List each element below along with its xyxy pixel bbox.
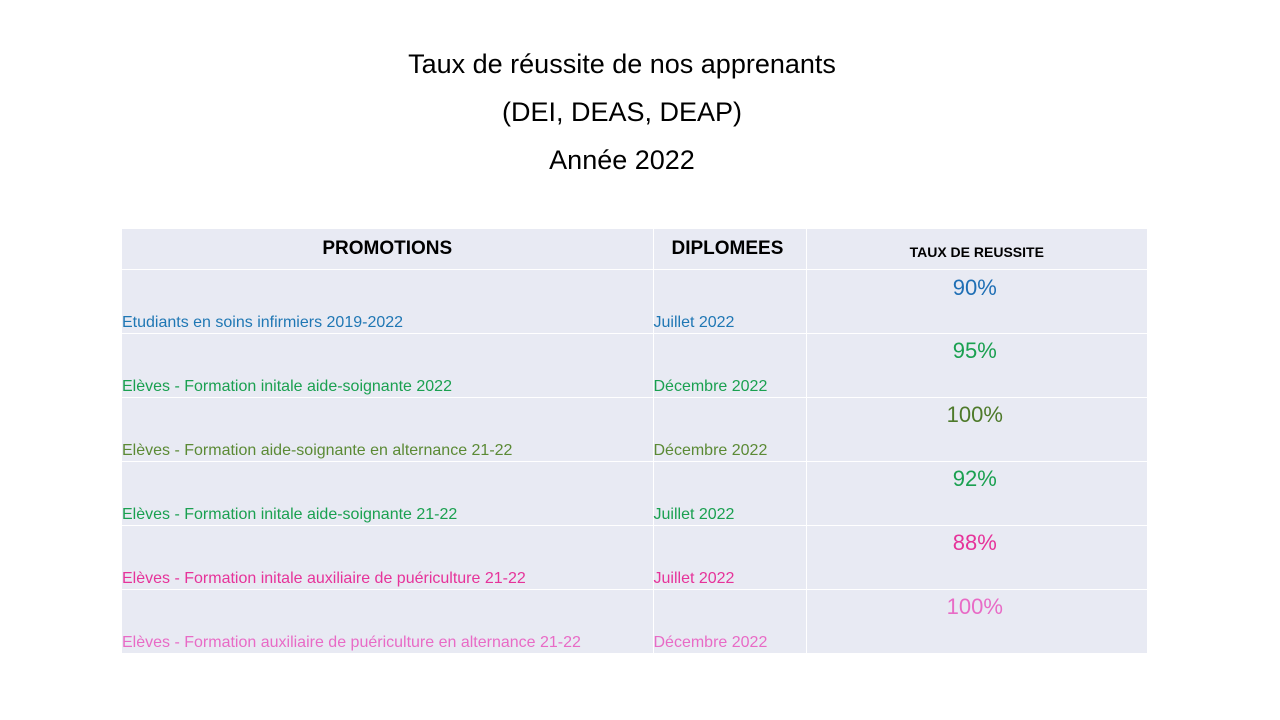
title-line-3: Année 2022 bbox=[549, 145, 695, 175]
taux-cell: 90% bbox=[806, 269, 1147, 334]
taux-cell: 100% bbox=[806, 397, 1147, 462]
diplomees-cell: Décembre 2022 bbox=[653, 589, 807, 654]
table-row: Etudiants en soins infirmiers 2019-2022 … bbox=[122, 269, 1147, 334]
promotion-cell: Elèves - Formation initale aide-soignant… bbox=[122, 333, 654, 398]
diplomees-cell: Juillet 2022 bbox=[653, 269, 807, 334]
promotion-cell: Etudiants en soins infirmiers 2019-2022 bbox=[122, 269, 654, 334]
diplomees-cell: Décembre 2022 bbox=[653, 333, 807, 398]
diplomees-cell: Juillet 2022 bbox=[653, 461, 807, 526]
promotion-cell: Elèves - Formation auxiliaire de puéricu… bbox=[122, 589, 654, 654]
header-promotions: PROMOTIONS bbox=[122, 229, 654, 270]
taux-cell: 92% bbox=[806, 461, 1147, 526]
table-row: Elèves - Formation initale aide-soignant… bbox=[122, 461, 1147, 526]
taux-cell: 100% bbox=[806, 589, 1147, 654]
table-row: Elèves - Formation initale aide-soignant… bbox=[122, 333, 1147, 398]
promotion-cell: Elèves - Formation aide-soignante en alt… bbox=[122, 397, 654, 462]
title-line-1: Taux de réussite de nos apprenants bbox=[408, 49, 836, 79]
diplomees-cell: Décembre 2022 bbox=[653, 397, 807, 462]
taux-cell: 88% bbox=[806, 525, 1147, 590]
table-row: Elèves - Formation aide-soignante en alt… bbox=[122, 397, 1147, 462]
promotion-cell: Elèves - Formation initale auxiliaire de… bbox=[122, 525, 654, 590]
header-diplomees: DIPLOMEES bbox=[653, 229, 807, 270]
promotion-cell: Elèves - Formation initale aide-soignant… bbox=[122, 461, 654, 526]
table-row: Elèves - Formation auxiliaire de puéricu… bbox=[122, 589, 1147, 654]
table-row: Elèves - Formation initale auxiliaire de… bbox=[122, 525, 1147, 590]
table-header-row: PROMOTIONS DIPLOMEES TAUX DE REUSSITE bbox=[122, 229, 1147, 270]
header-taux: TAUX DE REUSSITE bbox=[806, 229, 1147, 270]
diplomees-cell: Juillet 2022 bbox=[653, 525, 807, 590]
title-line-2: (DEI, DEAS, DEAP) bbox=[501, 97, 743, 127]
results-table: PROMOTIONS DIPLOMEES TAUX DE REUSSITE Et… bbox=[122, 229, 1147, 654]
taux-cell: 95% bbox=[806, 333, 1147, 398]
slide-title: Taux de réussite de nos apprenants (DEI,… bbox=[310, 40, 934, 184]
